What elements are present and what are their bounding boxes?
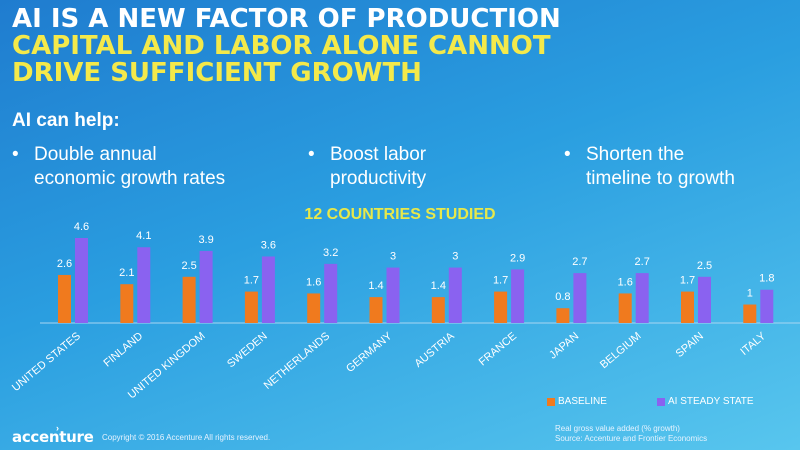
bar-ai-steady-state — [261, 256, 275, 323]
chart-title: 12 COUNTRIES STUDIED — [304, 206, 496, 223]
data-label: 1.6 — [306, 276, 321, 288]
bullet-text-line: timeline to growth — [586, 168, 735, 189]
bar-baseline — [556, 308, 570, 323]
bar-ai-steady-state — [199, 250, 213, 323]
data-label: 1.4 — [368, 280, 383, 292]
data-label: 3 — [390, 251, 396, 263]
bar-baseline — [182, 276, 196, 323]
data-label: 1.7 — [680, 275, 695, 287]
data-label: 2.5 — [181, 260, 196, 272]
data-label: 1.6 — [618, 276, 633, 288]
logo-chevron-icon: › — [56, 423, 59, 433]
data-label: 4.6 — [74, 221, 89, 233]
subhead: AI can help: — [12, 110, 120, 131]
data-label: 2.7 — [572, 256, 587, 268]
bar-ai-steady-state — [137, 247, 151, 323]
legend-swatch — [657, 397, 665, 406]
data-label: 3.6 — [261, 239, 276, 251]
bar-ai-steady-state — [698, 276, 711, 323]
bullet-item: • Shorten the timeline to growth — [564, 143, 735, 191]
category-label: SPAIN — [674, 330, 706, 360]
data-label: 2.5 — [697, 260, 712, 272]
data-label: 2.9 — [510, 252, 525, 264]
bar-baseline — [681, 291, 694, 323]
data-label: 1 — [747, 288, 753, 300]
category-label: FINLAND — [101, 330, 145, 369]
category-label: FRANCE — [477, 330, 519, 368]
bullet-text-line: productivity — [330, 168, 427, 189]
legend-item-ai-steady-state: AI STEADY STATE — [657, 396, 754, 407]
bar-baseline — [618, 293, 632, 323]
legend-label: BASELINE — [558, 396, 607, 407]
category-label: SWEDEN — [225, 330, 270, 370]
bullet-dot: • — [308, 144, 315, 165]
category-label: JAPAN — [547, 330, 581, 361]
bullet-text-line: Boost labor — [330, 144, 427, 165]
bar-ai-steady-state — [386, 267, 400, 323]
bullet-dot: • — [564, 144, 571, 165]
legend-label: AI STEADY STATE — [668, 396, 754, 407]
bar-ai-steady-state — [635, 273, 649, 323]
bar-ai-steady-state — [448, 267, 462, 323]
headline-line-1: AI IS A NEW FACTOR OF PRODUCTION — [12, 4, 561, 34]
legend-swatch — [547, 397, 555, 406]
bar-baseline — [369, 297, 383, 323]
bar-baseline — [494, 291, 508, 323]
bar-ai-steady-state — [75, 238, 88, 323]
headline-line-3: DRIVE SUFFICIENT GROWTH — [12, 58, 422, 88]
data-label: 3 — [452, 251, 458, 263]
data-label: 0.8 — [555, 291, 570, 303]
copyright-text: Copyright © 2016 Accenture All rights re… — [102, 433, 271, 442]
bar-baseline — [120, 284, 134, 323]
legend-item-baseline: BASELINE — [547, 396, 607, 407]
bar-baseline — [743, 304, 757, 323]
bar-ai-steady-state — [760, 289, 774, 323]
data-label: 3.9 — [198, 234, 213, 246]
category-label: AUSTRIA — [412, 330, 457, 370]
data-label: 1.8 — [759, 273, 774, 285]
category-label: GERMANY — [344, 330, 395, 375]
bar-baseline — [58, 274, 71, 323]
bullet-dot: • — [12, 144, 19, 165]
data-label: 1.7 — [244, 275, 259, 287]
data-label: 1.7 — [493, 275, 508, 287]
data-label: 3.2 — [323, 247, 338, 259]
bar-baseline — [244, 291, 258, 323]
bar-ai-steady-state — [511, 269, 525, 323]
headline: AI IS A NEW FACTOR OF PRODUCTION CAPITAL… — [12, 6, 792, 87]
bar-ai-steady-state — [324, 263, 338, 323]
source-note: Real gross value added (% growth) Source… — [555, 424, 707, 444]
bullet-text-line: economic growth rates — [34, 168, 226, 189]
bullet-item: • Boost labor productivity — [308, 143, 426, 191]
bar-ai-steady-state — [573, 273, 587, 323]
bullet-text: Boost labor productivity — [330, 143, 426, 191]
bar-baseline — [307, 293, 321, 323]
data-label: 2.6 — [57, 258, 72, 270]
category-label: UNITED STATES — [10, 330, 83, 394]
bullet-text: Double annual economic growth rates — [34, 143, 225, 191]
bar-baseline — [431, 297, 445, 323]
bullet-item: • Double annual economic growth rates — [12, 143, 225, 191]
data-label: 4.1 — [136, 230, 151, 242]
data-label: 2.7 — [635, 256, 650, 268]
source-note-line: Real gross value added (% growth) — [555, 424, 680, 433]
bullet-text-line: Double annual — [34, 144, 157, 165]
headline-line-2: CAPITAL AND LABOR ALONE CANNOT — [12, 31, 551, 61]
accenture-logo: accenture — [12, 428, 94, 446]
category-label: BELGIUM — [598, 330, 644, 371]
bullet-text: Shorten the timeline to growth — [586, 143, 735, 191]
data-label: 1.4 — [431, 280, 446, 292]
data-label: 2.1 — [119, 267, 134, 279]
category-label: NETHERLANDS — [262, 330, 332, 392]
category-label: ITALY — [738, 330, 768, 358]
source-note-line: Source: Accenture and Frontier Economics — [555, 434, 708, 443]
bullet-text-line: Shorten the — [586, 144, 685, 165]
